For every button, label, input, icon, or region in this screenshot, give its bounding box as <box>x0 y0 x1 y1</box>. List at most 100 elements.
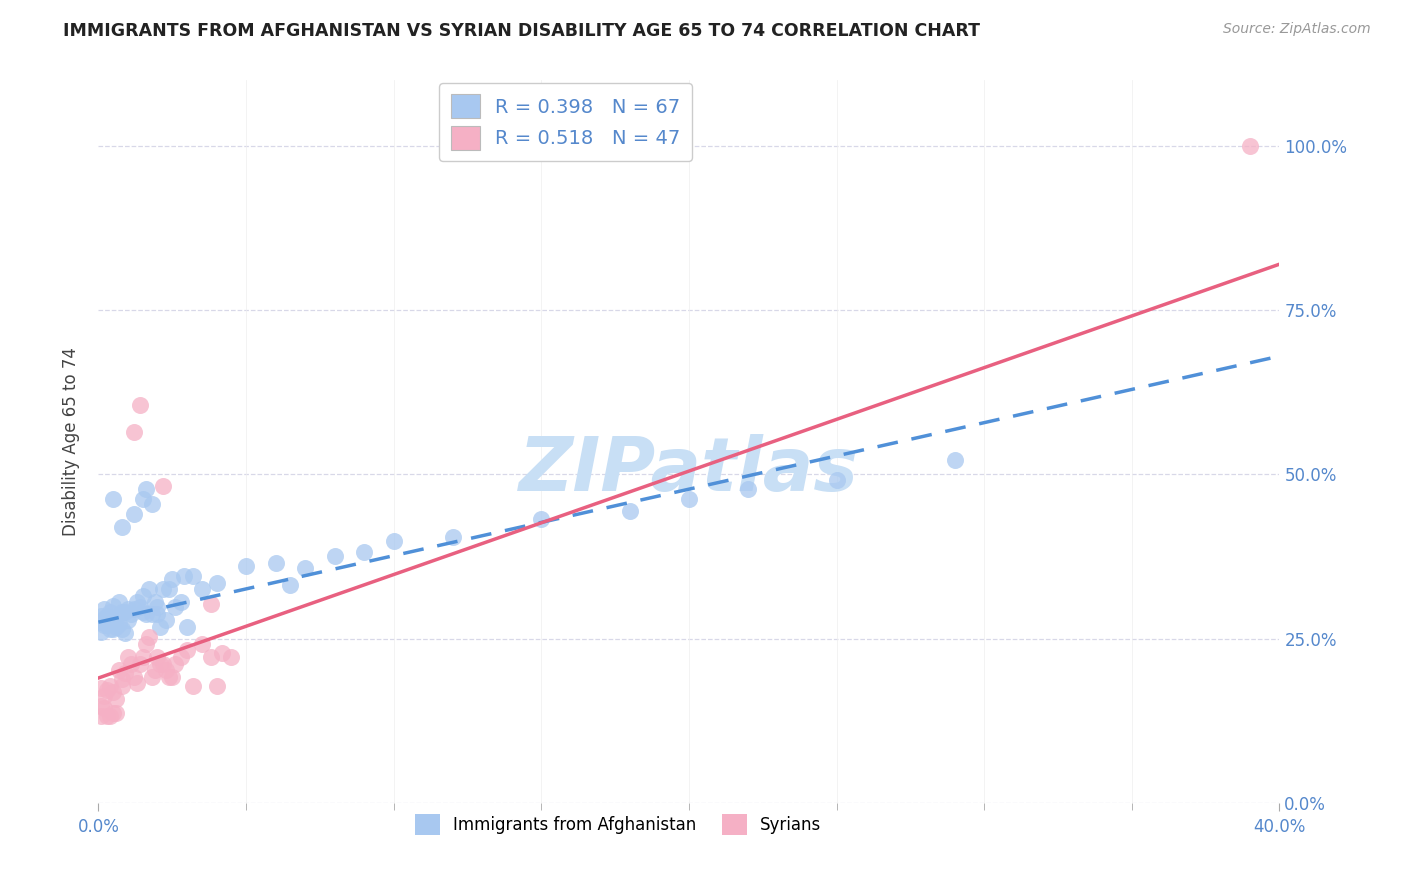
Point <box>120 607 142 621</box>
Point <box>146 607 169 621</box>
Point <box>943 453 966 467</box>
Point <box>105 620 128 634</box>
Point <box>114 626 136 640</box>
Point <box>108 617 131 632</box>
Point <box>149 657 172 671</box>
Point <box>530 512 553 526</box>
Point <box>141 497 163 511</box>
Point <box>141 607 163 621</box>
Point <box>149 620 172 634</box>
Point <box>103 599 125 613</box>
Point <box>825 473 848 487</box>
Point <box>191 637 214 651</box>
Point <box>132 650 155 665</box>
Point <box>90 709 112 723</box>
Text: Source: ZipAtlas.com: Source: ZipAtlas.com <box>1223 22 1371 37</box>
Legend: Immigrants from Afghanistan, Syrians: Immigrants from Afghanistan, Syrians <box>408 808 828 841</box>
Point <box>90 681 112 695</box>
Point <box>211 646 233 660</box>
Point <box>176 620 198 634</box>
Point <box>294 560 316 574</box>
Point <box>103 492 125 507</box>
Point <box>93 700 115 714</box>
Point <box>90 625 112 640</box>
Point <box>176 643 198 657</box>
Point <box>152 479 174 493</box>
Point <box>170 650 193 665</box>
Point <box>191 582 214 597</box>
Point <box>135 637 157 651</box>
Point <box>96 709 118 723</box>
Point <box>155 613 177 627</box>
Point <box>353 545 375 559</box>
Point <box>132 605 155 619</box>
Point <box>181 679 204 693</box>
Point <box>105 692 128 706</box>
Point <box>143 595 166 609</box>
Point <box>200 650 222 665</box>
Point <box>105 706 128 721</box>
Point <box>162 573 183 587</box>
Point <box>125 676 148 690</box>
Point <box>162 670 183 684</box>
Point <box>619 503 641 517</box>
Point <box>103 685 125 699</box>
Point <box>108 663 131 677</box>
Point <box>146 650 169 665</box>
Point <box>98 605 121 619</box>
Point <box>264 556 287 570</box>
Point <box>128 398 150 412</box>
Point <box>98 679 121 693</box>
Point <box>205 575 228 590</box>
Point <box>221 650 243 665</box>
Point <box>96 618 118 632</box>
Point <box>138 582 160 597</box>
Point <box>152 582 174 597</box>
Text: IMMIGRANTS FROM AFGHANISTAN VS SYRIAN DISABILITY AGE 65 TO 74 CORRELATION CHART: IMMIGRANTS FROM AFGHANISTAN VS SYRIAN DI… <box>63 22 980 40</box>
Point <box>90 608 112 623</box>
Text: ZIPatlas: ZIPatlas <box>519 434 859 507</box>
Point <box>382 534 405 549</box>
Point <box>122 507 145 521</box>
Point <box>132 589 155 603</box>
Point <box>122 670 145 684</box>
Point <box>165 657 187 671</box>
Point <box>108 595 131 609</box>
Point <box>93 612 115 626</box>
Point <box>143 663 166 677</box>
Point <box>90 698 112 713</box>
Point <box>280 578 302 592</box>
Point <box>111 520 134 534</box>
Point <box>181 569 204 583</box>
Point <box>125 595 148 609</box>
Point <box>93 602 115 616</box>
Point <box>117 602 139 616</box>
Point <box>111 622 134 636</box>
Point <box>157 582 180 597</box>
Point <box>157 670 180 684</box>
Point <box>103 622 125 636</box>
Point <box>117 650 139 665</box>
Point <box>441 530 464 544</box>
Point <box>105 608 128 623</box>
Point <box>111 679 134 693</box>
Point <box>155 663 177 677</box>
Point <box>103 615 125 630</box>
Point <box>205 679 228 693</box>
Point <box>120 657 142 671</box>
Point <box>135 607 157 621</box>
Point <box>173 569 195 583</box>
Point <box>111 605 134 619</box>
Point <box>323 549 346 564</box>
Point <box>96 682 118 697</box>
Point <box>165 600 187 615</box>
Point <box>135 482 157 496</box>
Point <box>152 657 174 671</box>
Point <box>96 608 118 623</box>
Point <box>737 482 759 496</box>
Point <box>122 602 145 616</box>
Point <box>132 492 155 507</box>
Point <box>90 615 112 630</box>
Point <box>114 665 136 680</box>
Y-axis label: Disability Age 65 to 74: Disability Age 65 to 74 <box>62 347 80 536</box>
